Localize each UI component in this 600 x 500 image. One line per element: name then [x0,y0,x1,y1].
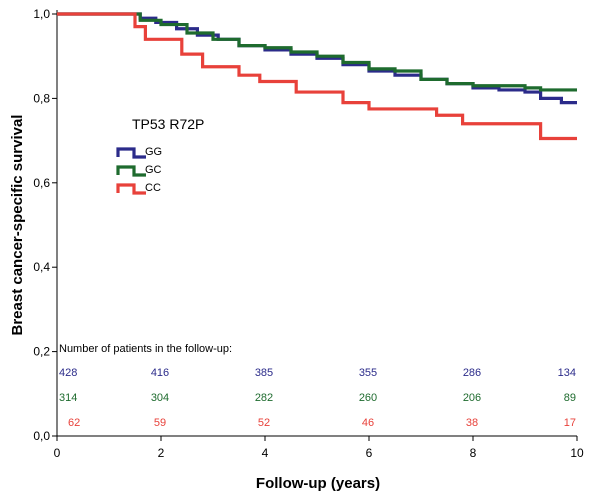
y-tick-label: 0,8 [33,91,50,105]
legend: GG GC CC [116,146,162,195]
tick-labels: 0 2 4 6 8 100,00,20,40,60,81,0 [33,7,584,460]
risk-count-gc: 206 [463,392,481,404]
risk-count-gc: 260 [359,392,377,404]
y-tick-label: 1,0 [33,7,50,21]
x-axis-title: Follow-up (years) [256,475,380,492]
risk-count-gg: 385 [255,367,273,379]
risk-count-gg: 286 [463,367,481,379]
y-tick-label: 0,0 [33,429,50,443]
y-tick-label: 0,2 [33,345,50,359]
risk-count-gg: 134 [558,367,576,379]
x-tick-label: 6 [366,446,373,460]
y-tick-label: 0,6 [33,176,50,190]
risk-count-cc: 62 [68,417,80,429]
risk-count-cc: 52 [258,417,270,429]
risk-count-cc: 59 [154,417,166,429]
risk-count-gg: 416 [151,367,169,379]
tick-marks [52,13,578,441]
x-tick-label: 0 [54,446,61,460]
x-tick-label: 8 [470,446,477,460]
x-tick-label: 2 [158,446,165,460]
risk-count-gc: 89 [564,392,576,404]
risk-count-gc: 282 [255,392,273,404]
legend-swatch-gc [116,165,146,177]
y-tick-label: 0,4 [33,260,50,274]
x-tick-label: 10 [570,446,584,460]
x-tick-label: 4 [262,446,269,460]
y-axis-title: Breast cancer-specific survival [9,115,26,336]
risk-count-gc: 314 [59,392,77,404]
curve-gc [57,12,577,92]
curve-cc [57,12,577,141]
risk-count-cc: 17 [564,417,576,429]
risk-count-gg: 355 [359,367,377,379]
risk-count-gg: 428 [59,367,77,379]
legend-title: TP53 R72P [132,116,204,132]
risk-table-title: Number of patients in the follow-up: [59,343,232,355]
legend-swatch-cc [116,183,146,195]
legend-label-cc: CC [145,182,161,194]
legend-label-gg: GG [145,146,162,158]
risk-table: 428 416 385 355 286 134 314 304 282 260 206 89 62 59 5… [59,367,576,429]
legend-swatch-gg [116,147,146,159]
risk-count-cc: 38 [466,417,478,429]
risk-count-cc: 46 [362,417,374,429]
risk-count-gc: 304 [151,392,169,404]
axes [56,10,577,437]
legend-label-gc: GC [145,164,162,176]
survival-curves [57,12,577,141]
